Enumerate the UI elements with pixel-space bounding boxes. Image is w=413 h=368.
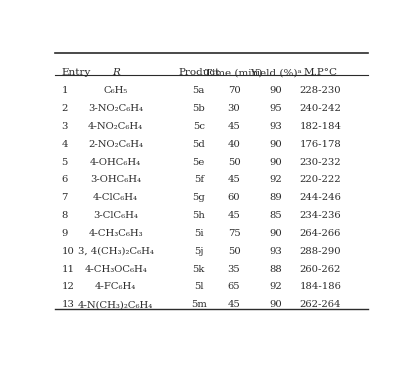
Text: 90: 90 — [269, 86, 282, 95]
Text: M.P°C: M.P°C — [304, 68, 337, 77]
Text: 5f: 5f — [194, 176, 204, 184]
Text: 12: 12 — [61, 283, 74, 291]
Text: 13: 13 — [61, 300, 74, 309]
Text: 264-266: 264-266 — [300, 229, 341, 238]
Text: 5e: 5e — [193, 158, 205, 166]
Text: 5g: 5g — [192, 193, 205, 202]
Text: 92: 92 — [269, 176, 282, 184]
Text: 90: 90 — [269, 229, 282, 238]
Text: 89: 89 — [269, 193, 282, 202]
Text: 85: 85 — [269, 211, 282, 220]
Text: 220-222: 220-222 — [300, 176, 341, 184]
Text: 2-NO₂C₆H₄: 2-NO₂C₆H₄ — [88, 139, 143, 149]
Text: 3-OHC₆H₄: 3-OHC₆H₄ — [90, 176, 141, 184]
Text: 4-N(CH₃)₂C₆H₄: 4-N(CH₃)₂C₆H₄ — [78, 300, 153, 309]
Text: 90: 90 — [269, 300, 282, 309]
Text: 7: 7 — [61, 193, 68, 202]
Text: 30: 30 — [228, 104, 240, 113]
Text: R: R — [112, 68, 120, 77]
Text: 182-184: 182-184 — [299, 122, 342, 131]
Text: 5i: 5i — [194, 229, 204, 238]
Text: C₆H₅: C₆H₅ — [104, 86, 128, 95]
Text: 90: 90 — [269, 158, 282, 166]
Text: 5h: 5h — [192, 211, 205, 220]
Text: 230-232: 230-232 — [300, 158, 341, 166]
Text: 45: 45 — [228, 122, 240, 131]
Text: 5c: 5c — [193, 122, 205, 131]
Text: Entry: Entry — [61, 68, 90, 77]
Text: 90: 90 — [269, 139, 282, 149]
Text: 260-262: 260-262 — [300, 265, 341, 274]
Text: 5: 5 — [61, 158, 68, 166]
Text: 176-178: 176-178 — [299, 139, 342, 149]
Text: Time (min): Time (min) — [205, 68, 263, 77]
Text: 60: 60 — [228, 193, 240, 202]
Text: 8: 8 — [61, 211, 68, 220]
Text: 3, 4(CH₃)₂C₆H₄: 3, 4(CH₃)₂C₆H₄ — [78, 247, 154, 256]
Text: 45: 45 — [228, 300, 240, 309]
Text: 262-264: 262-264 — [300, 300, 341, 309]
Text: 50: 50 — [228, 247, 240, 256]
Text: 4: 4 — [61, 139, 68, 149]
Text: 5j: 5j — [194, 247, 204, 256]
Text: 5d: 5d — [192, 139, 205, 149]
Text: 4-NO₂C₆H₄: 4-NO₂C₆H₄ — [88, 122, 143, 131]
Text: 45: 45 — [228, 176, 240, 184]
Text: 10: 10 — [61, 247, 74, 256]
Text: 5b: 5b — [192, 104, 205, 113]
Text: 1: 1 — [61, 86, 68, 95]
Text: 9: 9 — [61, 229, 68, 238]
Text: 93: 93 — [269, 247, 282, 256]
Text: 184-186: 184-186 — [299, 283, 342, 291]
Text: 95: 95 — [269, 104, 282, 113]
Text: 35: 35 — [228, 265, 240, 274]
Text: 2: 2 — [61, 104, 68, 113]
Text: 5a: 5a — [193, 86, 205, 95]
Text: 4-FC₆H₄: 4-FC₆H₄ — [95, 283, 136, 291]
Text: 4-CH₃OC₆H₄: 4-CH₃OC₆H₄ — [84, 265, 147, 274]
Text: 3: 3 — [61, 122, 68, 131]
Text: 11: 11 — [61, 265, 74, 274]
Text: 5m: 5m — [191, 300, 207, 309]
Text: 4-ClC₆H₄: 4-ClC₆H₄ — [93, 193, 138, 202]
Text: 88: 88 — [269, 265, 282, 274]
Text: Yield (%)ᵃ: Yield (%)ᵃ — [250, 68, 301, 77]
Text: 93: 93 — [269, 122, 282, 131]
Text: 5k: 5k — [193, 265, 205, 274]
Text: 40: 40 — [228, 139, 240, 149]
Text: 92: 92 — [269, 283, 282, 291]
Text: 45: 45 — [228, 211, 240, 220]
Text: 50: 50 — [228, 158, 240, 166]
Text: 3-NO₂C₆H₄: 3-NO₂C₆H₄ — [88, 104, 143, 113]
Text: 75: 75 — [228, 229, 240, 238]
Text: 6: 6 — [61, 176, 67, 184]
Text: 228-230: 228-230 — [300, 86, 341, 95]
Text: 65: 65 — [228, 283, 240, 291]
Text: 70: 70 — [228, 86, 240, 95]
Text: 5l: 5l — [194, 283, 204, 291]
Text: 234-236: 234-236 — [300, 211, 341, 220]
Text: 4-CH₃C₆H₃: 4-CH₃C₆H₃ — [88, 229, 143, 238]
Text: 240-242: 240-242 — [299, 104, 342, 113]
Text: 244-246: 244-246 — [299, 193, 342, 202]
Text: 4-OHC₆H₄: 4-OHC₆H₄ — [90, 158, 141, 166]
Text: Product: Product — [178, 68, 220, 77]
Text: 3-ClC₆H₄: 3-ClC₆H₄ — [93, 211, 138, 220]
Text: 288-290: 288-290 — [300, 247, 341, 256]
